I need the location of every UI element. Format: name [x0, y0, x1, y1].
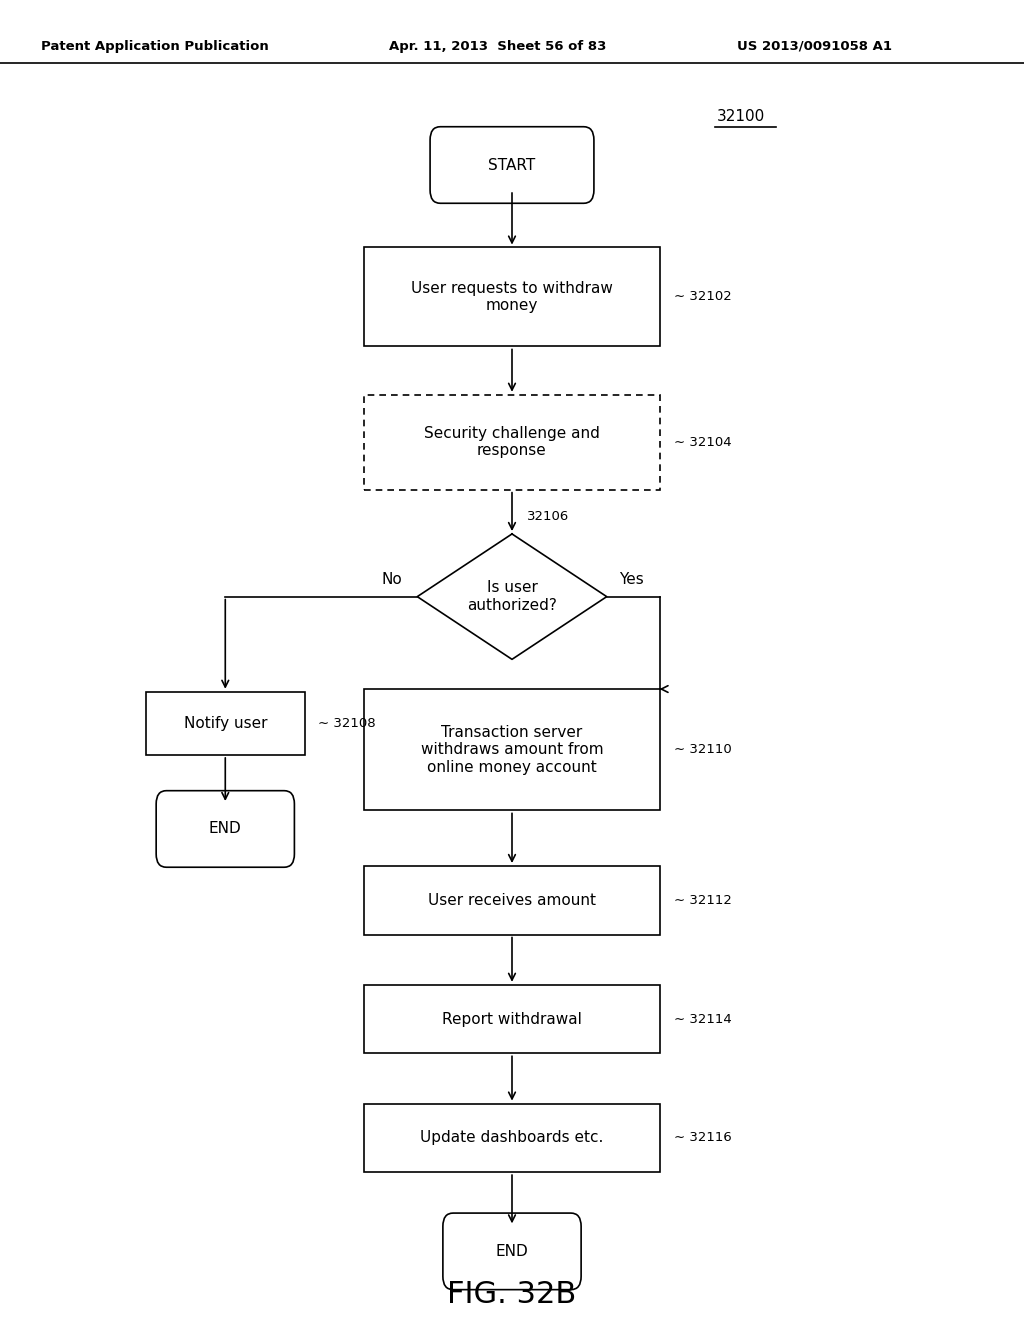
Bar	[146, 692, 305, 755]
Text: START: START	[488, 157, 536, 173]
Text: ∼ 32104: ∼ 32104	[674, 436, 731, 449]
Bar	[364, 1104, 660, 1172]
Text: Notify user: Notify user	[183, 715, 267, 731]
Text: END: END	[209, 821, 242, 837]
Text: US 2013/0091058 A1: US 2013/0091058 A1	[737, 40, 892, 53]
Text: Apr. 11, 2013  Sheet 56 of 83: Apr. 11, 2013 Sheet 56 of 83	[389, 40, 606, 53]
Text: FIG. 32B: FIG. 32B	[447, 1280, 577, 1309]
Bar	[364, 689, 660, 810]
Text: Report withdrawal: Report withdrawal	[442, 1011, 582, 1027]
Bar	[364, 985, 660, 1053]
Text: 32100: 32100	[717, 108, 765, 124]
Text: 32106: 32106	[527, 511, 569, 523]
Text: Yes: Yes	[618, 572, 644, 587]
Text: Security challenge and
response: Security challenge and response	[424, 426, 600, 458]
Text: ∼ 32112: ∼ 32112	[674, 894, 732, 907]
Text: END: END	[496, 1243, 528, 1259]
Text: No: No	[381, 572, 401, 587]
Bar	[364, 866, 660, 935]
FancyBboxPatch shape	[442, 1213, 582, 1290]
Text: ∼ 32116: ∼ 32116	[674, 1131, 731, 1144]
Text: Transaction server
withdraws amount from
online money account: Transaction server withdraws amount from…	[421, 725, 603, 775]
Text: User requests to withdraw
money: User requests to withdraw money	[411, 281, 613, 313]
Text: Is user
authorized?: Is user authorized?	[467, 581, 557, 612]
Text: ∼ 32108: ∼ 32108	[317, 717, 376, 730]
Bar	[364, 248, 660, 346]
Text: ∼ 32110: ∼ 32110	[674, 743, 731, 756]
FancyBboxPatch shape	[156, 791, 295, 867]
FancyBboxPatch shape	[430, 127, 594, 203]
Text: User receives amount: User receives amount	[428, 892, 596, 908]
Text: Patent Application Publication: Patent Application Publication	[41, 40, 268, 53]
Bar	[364, 395, 660, 490]
Text: ∼ 32114: ∼ 32114	[674, 1012, 731, 1026]
Text: Update dashboards etc.: Update dashboards etc.	[420, 1130, 604, 1146]
Text: ∼ 32102: ∼ 32102	[674, 290, 731, 304]
